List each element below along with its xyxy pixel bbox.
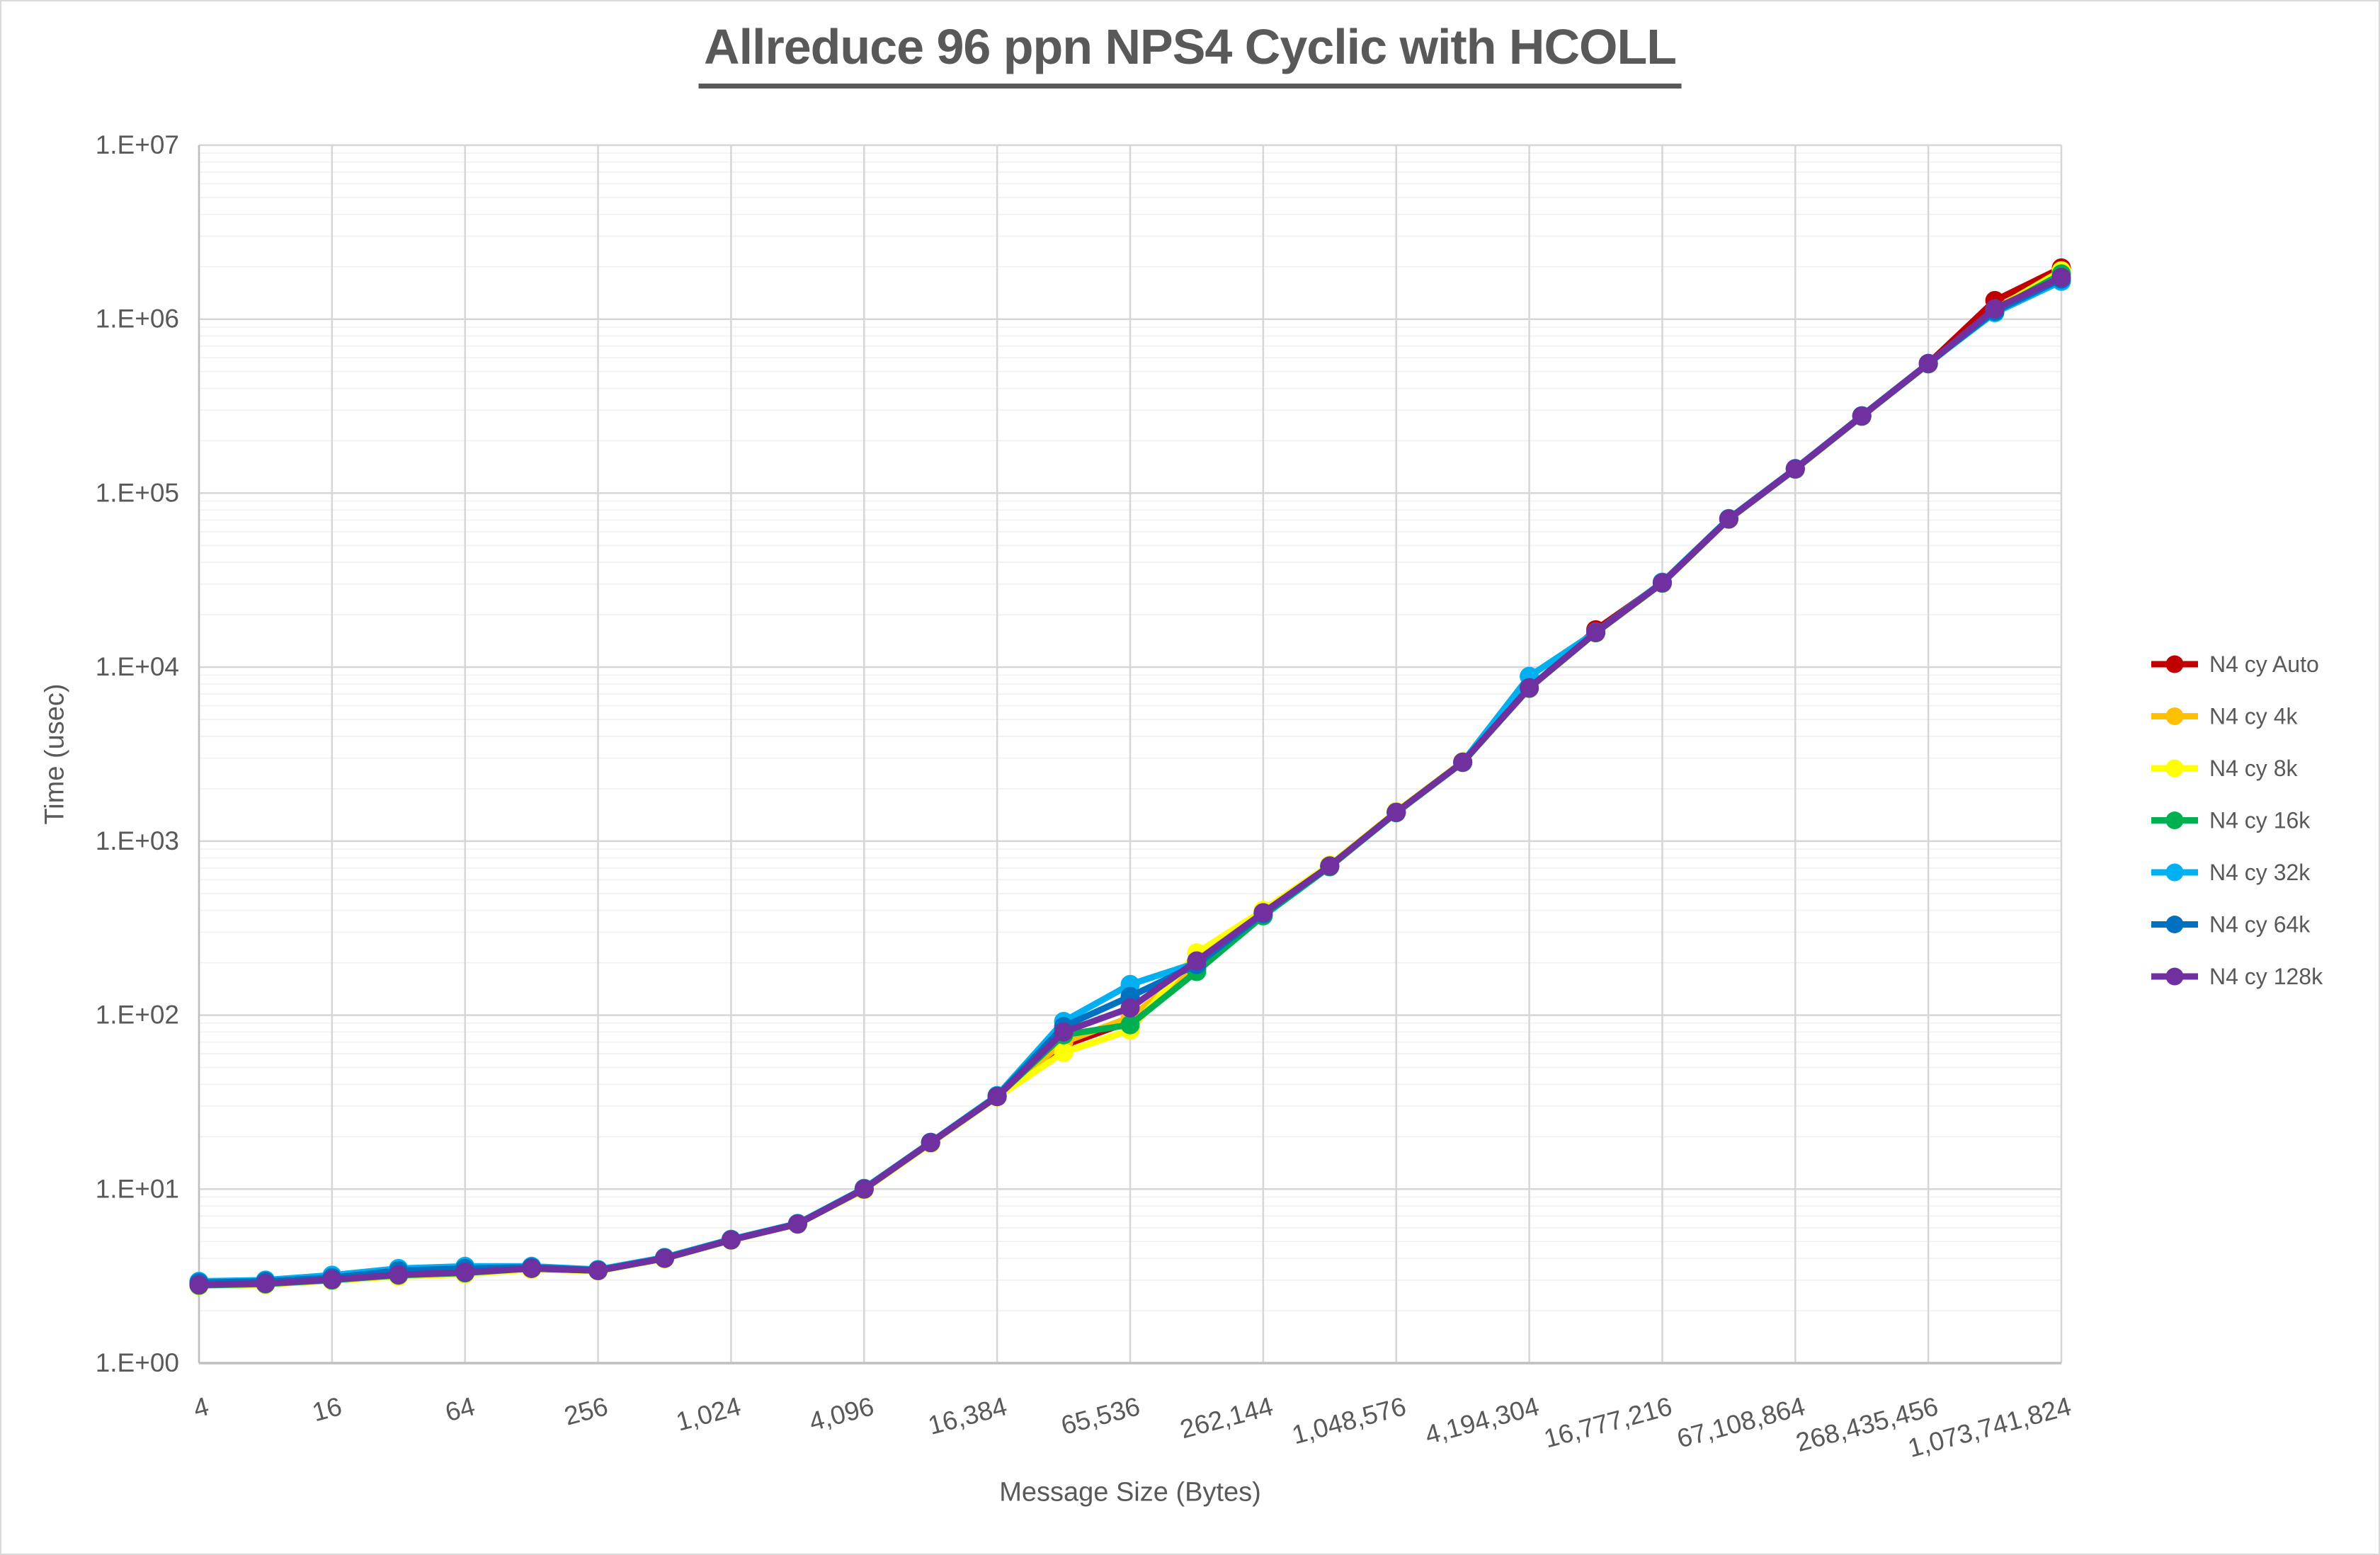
legend-marker bbox=[2165, 916, 2184, 933]
x-tick-label: 4,096 bbox=[806, 1391, 877, 1437]
x-tick-label: 1,024 bbox=[673, 1391, 744, 1437]
series-marker-n4-cy-128k bbox=[1253, 903, 1273, 923]
x-tick-label: 65,536 bbox=[1058, 1391, 1143, 1440]
legend-marker bbox=[2165, 759, 2184, 778]
x-tick-label: 262,144 bbox=[1177, 1391, 1276, 1444]
series-marker-n4-cy-128k bbox=[921, 1133, 940, 1153]
chart-title: Allreduce 96 ppn NPS4 Cyclic with HCOLL bbox=[698, 18, 1682, 89]
series-marker-n4-cy-128k bbox=[1520, 678, 1539, 697]
legend-marker bbox=[2165, 655, 2184, 673]
legend-label: N4 cy 8k bbox=[2209, 756, 2298, 781]
legend-label: N4 cy 16k bbox=[2209, 808, 2311, 833]
series-marker-n4-cy-128k bbox=[189, 1275, 209, 1294]
series-marker-n4-cy-128k bbox=[1985, 299, 2005, 319]
series-marker-n4-cy-128k bbox=[1652, 573, 1672, 593]
series-marker-n4-cy-16k bbox=[1120, 1015, 1140, 1035]
series-marker-n4-cy-128k bbox=[322, 1270, 342, 1289]
series-marker-n4-cy-128k bbox=[787, 1214, 807, 1234]
legend-marker bbox=[2165, 967, 2184, 986]
series-marker-n4-cy-128k bbox=[1387, 802, 1406, 822]
series-marker-n4-cy-128k bbox=[1719, 509, 1738, 529]
legend-label: N4 cy 32k bbox=[2209, 860, 2311, 885]
x-tick-label: 16,777,216 bbox=[1541, 1391, 1675, 1454]
x-tick-label: 16,384 bbox=[925, 1391, 1010, 1440]
legend-marker bbox=[2165, 863, 2184, 882]
legend-item-n4-cy-16k: N4 cy 16k bbox=[2151, 808, 2311, 833]
x-tick-label: 16 bbox=[309, 1391, 345, 1427]
series-marker-n4-cy-128k bbox=[1120, 998, 1140, 1018]
x-tick-label: 256 bbox=[561, 1391, 610, 1431]
y-tick-label: 1.E+06 bbox=[96, 304, 179, 334]
series-marker-n4-cy-128k bbox=[1785, 459, 1805, 479]
series-marker-n4-cy-128k bbox=[1852, 406, 1872, 426]
series-marker-n4-cy-128k bbox=[854, 1179, 874, 1199]
legend-item-n4-cy-4k: N4 cy 4k bbox=[2151, 704, 2298, 729]
legend-label: N4 cy 4k bbox=[2209, 704, 2298, 729]
y-tick-label: 1.E+00 bbox=[96, 1348, 179, 1377]
x-axis-title: Message Size (Bytes) bbox=[999, 1477, 1261, 1508]
x-tick-label: 67,108,864 bbox=[1674, 1391, 1808, 1454]
legend-item-n4-cy-auto: N4 cy Auto bbox=[2151, 651, 2319, 677]
legend-marker bbox=[2165, 707, 2184, 725]
legend-item-n4-cy-8k: N4 cy 8k bbox=[2151, 756, 2298, 781]
x-tick-label: 4,194,304 bbox=[1422, 1391, 1542, 1449]
series-marker-n4-cy-8k bbox=[1054, 1042, 1074, 1062]
y-tick-label: 1.E+07 bbox=[96, 130, 179, 159]
series-marker-n4-cy-128k bbox=[987, 1087, 1007, 1107]
y-tick-label: 1.E+04 bbox=[96, 652, 179, 681]
series-marker-n4-cy-128k bbox=[2051, 268, 2071, 287]
legend-item-n4-cy-64k: N4 cy 64k bbox=[2151, 912, 2311, 938]
y-tick-label: 1.E+03 bbox=[96, 826, 179, 855]
y-tick-label: 1.E+05 bbox=[96, 478, 179, 507]
series-marker-n4-cy-128k bbox=[1320, 856, 1340, 876]
legend-label: N4 cy 128k bbox=[2209, 964, 2323, 989]
x-tick-label: 1,048,576 bbox=[1289, 1391, 1409, 1449]
series-marker-n4-cy-128k bbox=[655, 1248, 674, 1268]
series-marker-n4-cy-128k bbox=[721, 1230, 741, 1250]
legend-label: N4 cy 64k bbox=[2209, 912, 2311, 938]
series-marker-n4-cy-128k bbox=[1187, 951, 1207, 971]
series-marker-n4-cy-128k bbox=[1918, 353, 1938, 373]
x-tick-label: 4 bbox=[190, 1391, 212, 1423]
series-marker-n4-cy-128k bbox=[588, 1260, 608, 1280]
legend-marker bbox=[2165, 811, 2184, 829]
series-marker-n4-cy-128k bbox=[256, 1273, 275, 1293]
legend-item-n4-cy-128k: N4 cy 128k bbox=[2151, 964, 2323, 989]
series-marker-n4-cy-128k bbox=[1054, 1022, 1074, 1042]
series-marker-n4-cy-128k bbox=[389, 1265, 409, 1285]
x-tick-label: 64 bbox=[442, 1391, 477, 1427]
y-tick-label: 1.E+02 bbox=[96, 1001, 179, 1030]
series-marker-n4-cy-128k bbox=[522, 1258, 542, 1278]
series-marker-n4-cy-128k bbox=[1453, 752, 1473, 772]
legend-label: N4 cy Auto bbox=[2209, 651, 2319, 677]
y-tick-label: 1.E+01 bbox=[96, 1174, 179, 1203]
series-marker-n4-cy-128k bbox=[1586, 622, 1605, 642]
legend-item-n4-cy-32k: N4 cy 32k bbox=[2151, 860, 2311, 885]
series-marker-n4-cy-128k bbox=[455, 1263, 475, 1282]
